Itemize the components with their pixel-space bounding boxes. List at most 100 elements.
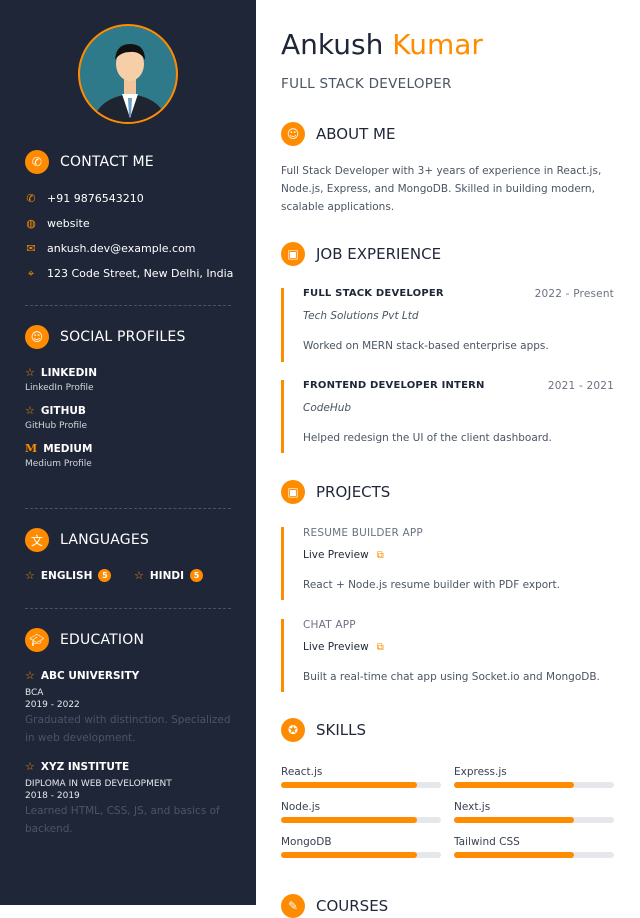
section-title: COURSES xyxy=(316,897,389,915)
user-icon: ☺ xyxy=(25,325,49,349)
book-icon: ✎ xyxy=(281,894,305,918)
live-preview-link[interactable]: Live Preview ⧉ xyxy=(303,641,614,653)
sidebar: ✆ CONTACT ME ✆ +91 9876543210 ◍ website ✉ a… xyxy=(0,0,256,905)
section-title: SOCIAL PROFILES xyxy=(60,329,186,345)
star-icon: ☆ xyxy=(25,760,35,773)
skill-name: React.js xyxy=(281,766,323,778)
skill-bar-fill xyxy=(454,782,574,788)
language-name: ENGLISH xyxy=(40,569,93,582)
skill-item: Next.js xyxy=(454,801,614,823)
job-title: FULL STACK DEVELOPER xyxy=(281,76,452,92)
briefcase-icon: ▣ xyxy=(281,480,305,504)
years: 2018 - 2019 xyxy=(25,791,80,801)
skill-item: React.js xyxy=(281,766,441,788)
social-name: GITHUB xyxy=(40,404,86,417)
courses-heading: ✎ COURSES xyxy=(281,894,388,918)
role: FULL STACK DEVELOPER xyxy=(303,288,444,299)
skill-bar-fill xyxy=(281,817,417,823)
social-heading: ☺ SOCIAL PROFILES xyxy=(25,325,186,349)
contact-heading: ✆ CONTACT ME xyxy=(25,150,154,174)
skill-item: Node.js xyxy=(281,801,441,823)
projects-heading: ▣ PROJECTS xyxy=(281,480,390,504)
skill-name: MongoDB xyxy=(281,836,332,848)
contact-website[interactable]: ◍ website xyxy=(25,211,233,236)
live-preview-link[interactable]: Live Preview ⧉ xyxy=(303,549,614,561)
social-github[interactable]: ☆ GITHUB GitHub Profile xyxy=(25,404,97,431)
description: React + Node.js resume builder with PDF … xyxy=(303,579,560,591)
skill-name: Tailwind CSS xyxy=(454,836,520,848)
contact-text: +91 9876543210 xyxy=(47,192,144,205)
social-name: MEDIUM xyxy=(43,442,93,455)
translate-icon: 文 xyxy=(25,528,49,552)
star-icon: ☆ xyxy=(25,569,35,582)
link-text[interactable]: Live Preview xyxy=(303,549,369,561)
location-icon: ⌖ xyxy=(27,266,35,280)
description: Worked on MERN stack-based enterprise ap… xyxy=(303,340,549,352)
globe-icon: ◍ xyxy=(26,217,36,230)
contact-email[interactable]: ✉ ankush.dev@example.com xyxy=(25,236,233,261)
experience-item: FRONTEND DEVELOPER INTERN 2021 - 2021 Cod… xyxy=(281,380,614,453)
skill-bar xyxy=(281,817,441,823)
education-item: ☆ XYZ INSTITUTE DIPLOMA IN WEB DEVELOPMEN… xyxy=(25,760,235,838)
skill-bar-fill xyxy=(281,782,417,788)
social-name: LINKEDIN xyxy=(40,366,97,379)
degree: BCA xyxy=(25,688,44,698)
graduation-cap-icon: 🎓︎ xyxy=(25,628,49,652)
about-text: Full Stack Developer with 3+ years of ex… xyxy=(281,165,602,213)
contact-text: 123 Code Street, New Delhi, India xyxy=(47,267,234,280)
medium-icon: M xyxy=(25,442,38,455)
social-medium[interactable]: M MEDIUM Medium Profile xyxy=(25,442,97,469)
description: Learned HTML, CSS, JS, and basics of bac… xyxy=(25,805,220,835)
skill-name: Node.js xyxy=(281,801,321,813)
contact-phone[interactable]: ✆ +91 9876543210 xyxy=(25,186,233,211)
education-item: ☆ ABC UNIVERSITY BCA 2019 - 2022 Graduate… xyxy=(25,669,235,747)
experience-heading: ▣ JOB EXPERIENCE xyxy=(281,242,441,266)
skill-bar-fill xyxy=(454,852,574,858)
social-linkedin[interactable]: ☆ LINKEDIN LinkedIn Profile xyxy=(25,366,97,393)
dates: 2021 - 2021 xyxy=(547,380,614,392)
language-level-badge: 5 xyxy=(98,569,112,582)
section-title: ABOUT ME xyxy=(316,125,396,143)
skill-name: Express.js xyxy=(454,766,507,778)
dates: 2022 - Present xyxy=(534,288,614,300)
first-name: Ankush xyxy=(281,28,384,61)
phone-icon: ✆ xyxy=(26,192,36,205)
skill-bar xyxy=(281,782,441,788)
languages-heading: 文 LANGUAGES xyxy=(25,528,149,552)
avatar-illustration xyxy=(92,44,168,122)
project-name: RESUME BUILDER APP xyxy=(303,527,423,539)
social-link[interactable]: GitHub Profile xyxy=(25,421,88,431)
external-link-icon: ⧉ xyxy=(376,642,384,653)
project-item: RESUME BUILDER APP Live Preview ⧉ React +… xyxy=(281,527,614,600)
skill-name: Next.js xyxy=(454,801,491,813)
section-title: PROJECTS xyxy=(316,483,391,501)
school-name: XYZ INSTITUTE xyxy=(40,760,130,773)
phone-icon: ✆ xyxy=(25,150,49,174)
contact-text: website xyxy=(47,217,90,230)
language-english: ☆ ENGLISH 5 xyxy=(25,569,112,582)
briefcase-icon: ▣ xyxy=(281,242,305,266)
last-name: Kumar xyxy=(392,28,483,61)
section-title: LANGUAGES xyxy=(60,532,149,548)
section-title: EDUCATION xyxy=(60,632,145,648)
skill-bar-fill xyxy=(454,817,574,823)
project-name: CHAT APP xyxy=(303,619,356,631)
education-heading: 🎓︎ EDUCATION xyxy=(25,628,144,652)
skill-bar xyxy=(281,852,441,858)
company: CodeHub xyxy=(303,402,352,414)
skills-heading: ✪ SKILLS xyxy=(281,718,366,742)
star-icon: ☆ xyxy=(25,404,35,417)
company: Tech Solutions Pvt Ltd xyxy=(303,310,419,322)
description: Helped redesign the UI of the client das… xyxy=(303,432,552,444)
mail-icon: ✉ xyxy=(26,242,36,255)
divider xyxy=(25,305,231,306)
skill-bar xyxy=(454,782,614,788)
section-title: SKILLS xyxy=(316,721,367,739)
social-link[interactable]: Medium Profile xyxy=(25,459,92,469)
language-name: HINDI xyxy=(149,569,184,582)
skill-bar xyxy=(454,817,614,823)
link-text[interactable]: Live Preview xyxy=(303,641,369,653)
user-icon: ☺ xyxy=(281,122,305,146)
about-heading: ☺ ABOUT ME xyxy=(281,122,395,146)
social-link[interactable]: LinkedIn Profile xyxy=(25,383,94,393)
